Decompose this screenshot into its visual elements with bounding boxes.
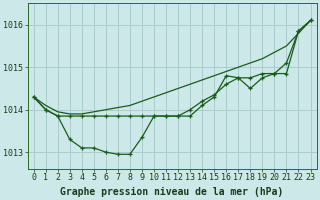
X-axis label: Graphe pression niveau de la mer (hPa): Graphe pression niveau de la mer (hPa) [60,186,284,197]
